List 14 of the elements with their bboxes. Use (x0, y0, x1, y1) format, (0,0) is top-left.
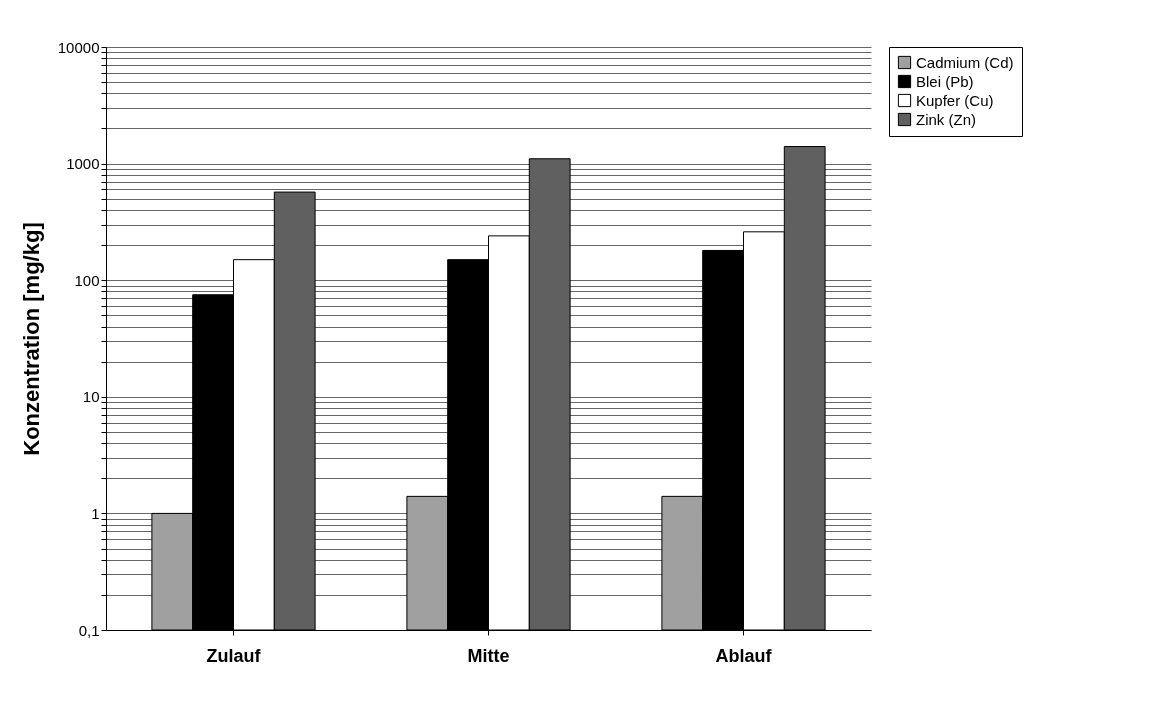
y-tick-label: 100 (74, 271, 100, 289)
y-tick-label: 1000 (66, 155, 100, 173)
legend-label: Cadmium (Cd) (916, 53, 1014, 71)
y-axis-title: Konzentration [mg/kg] (18, 222, 44, 456)
x-tick-label: Mitte (467, 645, 510, 666)
y-tick-label: 1 (91, 504, 100, 522)
y-tick-label: 0,1 (78, 621, 100, 639)
legend-label: Blei (Pb) (916, 72, 974, 90)
x-tick-label: Ablauf (715, 645, 773, 666)
legend-label: Zink (Zn) (916, 110, 976, 128)
x-tick-label: Zulauf (206, 645, 262, 666)
y-tick-label: 10 (82, 388, 100, 406)
y-tick-label: 10000 (57, 38, 100, 56)
legend-label: Kupfer (Cu) (916, 91, 994, 109)
